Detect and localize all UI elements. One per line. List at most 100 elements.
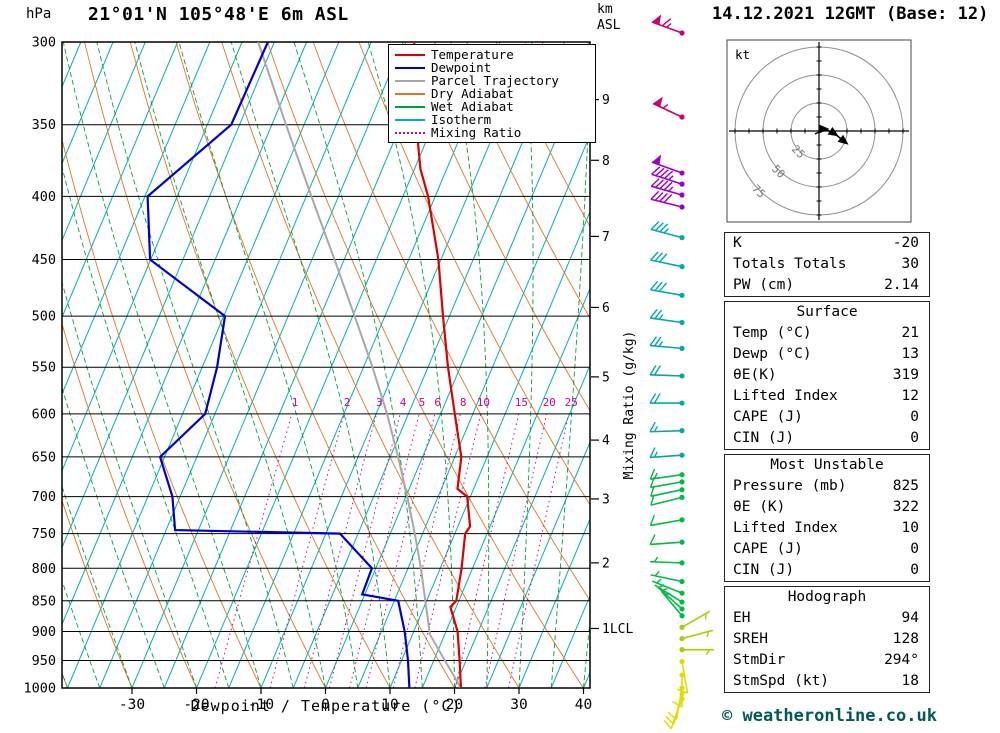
temp-tick-label: 20 (446, 697, 463, 713)
pressure-tick-label: 900 (32, 624, 56, 640)
legend-item-temperature: Temperature (395, 47, 593, 62)
wind-barb (649, 447, 685, 459)
barb-half (662, 104, 669, 109)
wind-barb (649, 280, 685, 298)
barb-half (653, 556, 659, 563)
stat-label: Dewp (°C) (733, 346, 812, 362)
wind-barb (649, 534, 685, 546)
barb-shaft (650, 288, 683, 297)
legend-label: Parcel Trajectory (431, 73, 559, 88)
barb-full (655, 167, 665, 177)
isotherm-line (62, 42, 275, 549)
barb-full (659, 193, 668, 202)
barb-full (672, 700, 683, 708)
wind-barb (679, 647, 714, 656)
isotherm-line (260, 42, 533, 688)
barb-full (663, 181, 673, 191)
barb-station-dot (679, 235, 685, 241)
km-tick-label: 9 (602, 93, 610, 108)
dewpoint-curve (146, 42, 411, 688)
mixing-ratio-value-label: 8 (460, 396, 467, 409)
barb-shaft (650, 574, 683, 583)
stat-row: Lifted Index 12 (725, 386, 929, 407)
km-tick-label: 5 (602, 370, 610, 385)
isotherm-line (518, 517, 590, 688)
stat-row: θE(K) 319 (725, 365, 929, 386)
barb-station-dot (679, 319, 685, 326)
isotherm-line (99, 42, 372, 688)
barb-shaft (650, 454, 683, 459)
wind-barb (679, 629, 714, 642)
stat-row: PW (cm) 2.14 (725, 275, 929, 296)
barb-station-dot (679, 539, 685, 545)
barb-station-dot (679, 606, 685, 612)
dry-adiabat-line (62, 499, 133, 688)
stat-value: 0 (910, 430, 919, 446)
mixing-ratio-line (214, 413, 293, 688)
mixing-ratio-labels: 1 2 3 4 5 6 8 10 15 20 25 (292, 396, 578, 409)
isotherm-line (357, 133, 590, 688)
legend-item-wet-adiabat: Wet Adiabat (395, 99, 593, 114)
barb-full (663, 194, 673, 203)
panel-surface: Surface Temp (°C) 21 Dewp (°C) 13 θE(K) 319 Lif… (724, 301, 930, 450)
barb-station-dot (679, 472, 685, 478)
barb-full (663, 719, 672, 730)
barb-flag (651, 154, 662, 165)
barb-shaft (650, 317, 683, 324)
isotherm-line (62, 42, 308, 626)
barb-full (653, 365, 661, 376)
barb-shaft (651, 173, 683, 185)
legend-swatch (395, 105, 425, 108)
barb-full (655, 179, 665, 188)
mixing-ratio-line (349, 413, 420, 688)
stat-label: SREH (733, 631, 768, 647)
mixing-ratio-line (329, 413, 401, 688)
mixing-ratio-value-label: 25 (565, 396, 578, 409)
barb-full (661, 18, 672, 27)
stat-value: 322 (892, 499, 919, 515)
barb-station-dot (679, 659, 685, 665)
pressure-tick-label: 800 (32, 561, 56, 577)
parcel-trajectory-curve (257, 42, 462, 688)
km-axis-unit-top: km (597, 2, 613, 17)
barb-half (666, 22, 672, 28)
legend-swatch (395, 131, 425, 134)
barb-full (654, 191, 664, 201)
barb-shaft (660, 590, 683, 617)
hodograph-unit-label: kt (735, 47, 750, 62)
mixing-ratio-line (454, 413, 520, 688)
stat-row: CIN (J) 0 (725, 428, 929, 449)
barb-half (664, 592, 671, 596)
panel-title: Most Unstable (770, 457, 884, 473)
legend-label: Wet Adiabat (431, 99, 514, 114)
temp-tick-label: -30 (119, 697, 145, 713)
barb-station-dot (679, 345, 685, 351)
wind-barb (650, 494, 685, 506)
stat-value: 0 (910, 541, 919, 557)
barb-full (649, 421, 656, 433)
pressure-tick-label: 650 (32, 449, 56, 465)
wind-barb (660, 590, 685, 619)
stat-label: Temp (°C) (733, 325, 812, 341)
barb-shaft (650, 228, 683, 239)
stat-label: Lifted Index (733, 520, 838, 536)
barb-shaft (651, 185, 683, 196)
legend-item-dry-adiabat: Dry Adiabat (395, 86, 593, 101)
temp-tick-label: 30 (510, 697, 527, 713)
barb-full (654, 281, 663, 291)
barb-station-dot (679, 635, 685, 642)
isotherm-line (62, 42, 179, 319)
barb-shaft (650, 259, 683, 268)
stat-value: 2.14 (884, 277, 919, 293)
barb-station-dot (679, 30, 685, 36)
stat-row: Lifted Index 10 (725, 518, 929, 539)
isotherm-line (389, 210, 590, 688)
panel-hodograph: Hodograph EH 94 SREH 128 StmDir 294° StmSpd (kt… (724, 586, 930, 693)
stat-row: StmSpd (kt) 18 (725, 671, 929, 692)
stat-label: CIN (J) (733, 430, 795, 446)
stat-row: Totals Totals 30 (725, 254, 929, 275)
wet-adiabat-line (134, 42, 326, 688)
barb-full (663, 170, 674, 179)
barb-station-dot (679, 672, 685, 678)
